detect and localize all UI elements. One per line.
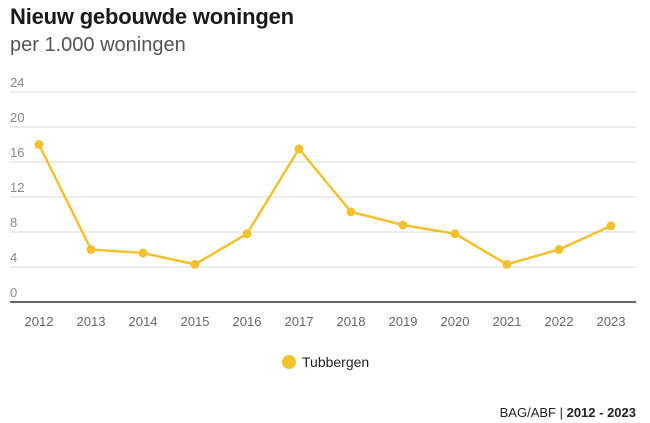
data-point-tubbergen-2014 <box>138 248 148 258</box>
x-tick-label-2018: 2018 <box>337 314 366 329</box>
chart-title: Nieuw gebouwde woningen <box>10 4 294 29</box>
source-period: 2012 - 2023 <box>566 405 636 420</box>
data-point-tubbergen-2013 <box>86 245 96 254</box>
source-note: BAG/ABF | 2012 - 2023 <box>500 405 636 420</box>
x-tick-label-2022: 2022 <box>545 314 574 329</box>
data-point-tubbergen-2019 <box>398 220 408 230</box>
data-point-tubbergen-2022 <box>554 245 564 254</box>
x-tick-label-2015: 2015 <box>181 314 210 329</box>
y-tick-label-0: 0 <box>10 285 17 300</box>
legend: Tubbergen <box>282 354 369 370</box>
legend-swatch-tubbergen <box>282 355 296 369</box>
x-tick-label-2023: 2023 <box>597 314 626 329</box>
x-tick-label-2013: 2013 <box>77 314 106 329</box>
y-tick-label-16: 16 <box>10 145 24 160</box>
data-point-tubbergen-2023 <box>606 221 616 231</box>
data-point-tubbergen-2012 <box>34 140 44 149</box>
legend-label-tubbergen: Tubbergen <box>302 354 370 370</box>
y-tick-label-8: 8 <box>10 215 17 230</box>
x-tick-label-2012: 2012 <box>25 314 54 329</box>
series-line-tubbergen <box>37 143 612 266</box>
source-name: BAG/ABF <box>499 405 556 420</box>
x-tick-label-2020: 2020 <box>441 314 470 329</box>
x-tick-label-2017: 2017 <box>285 314 314 329</box>
x-tick-label-2014: 2014 <box>129 314 158 329</box>
y-tick-label-20: 20 <box>10 110 24 125</box>
data-point-tubbergen-2015 <box>190 259 200 269</box>
source-separator: | <box>555 405 567 420</box>
data-point-tubbergen-2016 <box>242 229 252 239</box>
x-tick-label-2021: 2021 <box>493 314 522 329</box>
data-point-tubbergen-2018 <box>346 207 356 217</box>
y-tick-label-24: 24 <box>10 75 24 90</box>
data-point-tubbergen-2017 <box>294 144 304 154</box>
x-tick-label-2016: 2016 <box>233 314 262 329</box>
x-tick-label-2019: 2019 <box>389 314 418 329</box>
chart-subtitle: per 1.000 woningen <box>10 34 186 56</box>
data-point-tubbergen-2020 <box>450 229 460 239</box>
data-point-tubbergen-2021 <box>502 259 512 269</box>
line-chart: 0 4 8 12 16 20 24 2012 2013 2014 2015 2016 2017 2018 2… <box>10 75 636 329</box>
y-tick-label-12: 12 <box>10 180 24 195</box>
y-tick-label-4: 4 <box>10 250 17 265</box>
